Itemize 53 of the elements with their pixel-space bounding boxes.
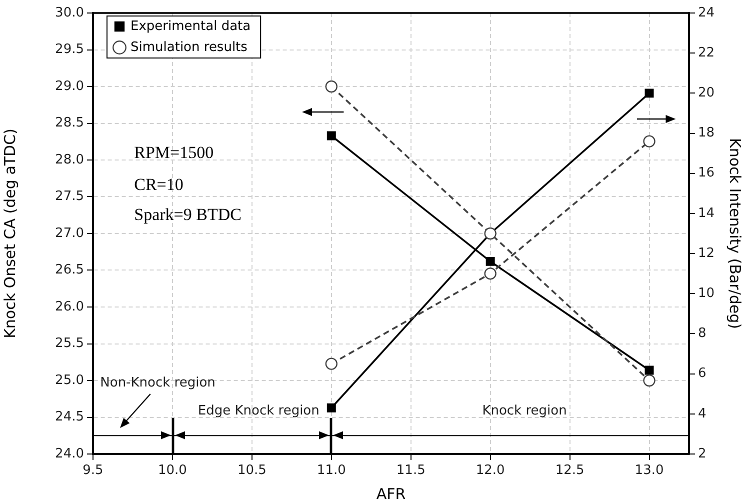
x-tick-label: 9.5 (82, 463, 104, 478)
point (486, 256, 495, 266)
y-tick-label: 28.0 (55, 152, 84, 168)
annotation: Knock region (482, 403, 567, 418)
y2-tick-label: 16 (698, 166, 715, 181)
point (644, 366, 654, 375)
point (644, 88, 654, 98)
y2-tick-label: 18 (698, 126, 715, 141)
point (325, 358, 338, 370)
point (326, 131, 336, 140)
annotation: Spark=9 BTDC (134, 204, 242, 225)
x-axis-title: AFR (376, 484, 406, 503)
legend-label: Simulation results (130, 40, 248, 55)
y2-tick-label: 22 (698, 45, 715, 60)
y2-tick-label: 2 (698, 446, 706, 462)
point (326, 403, 336, 412)
y-tick-label: 26.0 (55, 299, 84, 314)
y2-tick-label: 10 (698, 286, 715, 302)
y2-tick-label: 8 (698, 326, 706, 342)
y2-tick-label: 20 (698, 86, 715, 101)
x-tick-label: 12.5 (555, 463, 584, 478)
y-tick-label: 26.5 (55, 262, 84, 278)
annotation: Non-Knock region (100, 375, 216, 390)
x-tick-label: 10.0 (158, 463, 187, 478)
y-tick-label: 29.0 (55, 78, 84, 94)
x-tick-label: 13.0 (634, 463, 664, 478)
y-tick-label: 24.0 (55, 446, 84, 462)
y2-tick-label: 14 (698, 206, 715, 221)
y-tick-label: 27.0 (55, 226, 84, 241)
y-tick-label: 27.5 (55, 189, 84, 204)
y-tick-label: 25.5 (55, 336, 84, 352)
y-axis-title: Knock Onset CA (deg aTDC) (0, 128, 19, 338)
y-tick-label: 24.5 (55, 410, 84, 425)
y2-tick-label: 6 (698, 366, 706, 382)
y-tick-label: 28.5 (55, 116, 84, 131)
annotation: Edge Knock region (198, 403, 320, 418)
point (643, 374, 656, 387)
y-tick-label: 30.0 (55, 5, 84, 20)
y2-axis-title: Knock Intensity (Bar/deg) (726, 138, 744, 329)
x-tick-label: 10.5 (237, 463, 266, 478)
point (325, 80, 338, 93)
x-tick-label: 11.0 (316, 463, 346, 478)
annotation: RPM=1500 (134, 142, 214, 163)
y-tick-label: 29.5 (55, 42, 84, 58)
annotation: CR=10 (134, 174, 184, 195)
y2-tick-label: 24 (698, 5, 715, 20)
x-tick-label: 12.0 (476, 463, 505, 478)
y2-tick-label: 12 (698, 246, 715, 261)
point (484, 267, 496, 280)
y-tick-label: 25.0 (55, 372, 84, 388)
legend-label: Experimental data (130, 18, 251, 34)
y2-tick-label: 4 (698, 406, 706, 422)
x-tick-label: 11.5 (396, 463, 426, 478)
